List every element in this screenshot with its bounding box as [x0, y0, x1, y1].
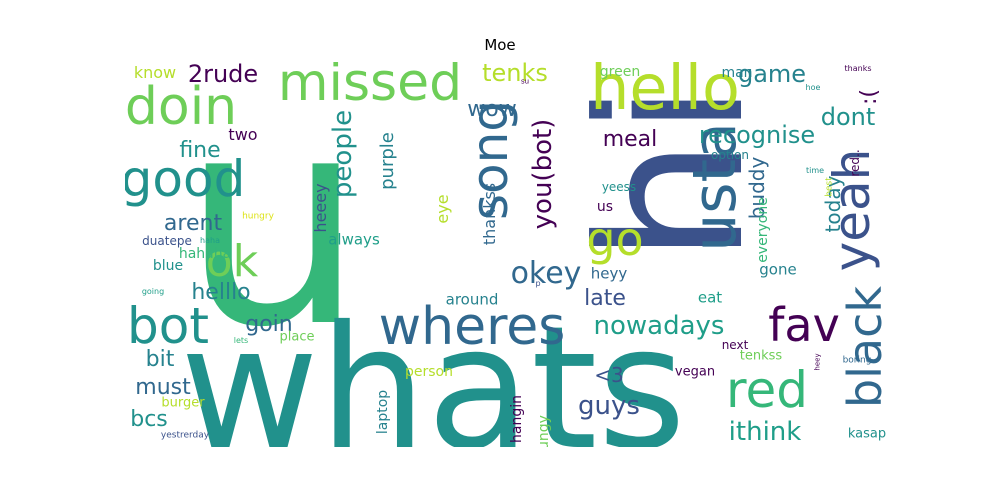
cloud-word-haha-82: haha — [200, 236, 220, 245]
cloud-word-hungry-81: hungry — [242, 211, 274, 222]
cloud-word-heyy-48: heyy — [590, 264, 628, 283]
cloud-word-place-62: place — [279, 329, 315, 345]
cloud-word-whats-2: whats — [179, 290, 687, 447]
cloud-word-goin-37: goin — [245, 312, 293, 337]
cloud-word-around-47: around — [445, 290, 499, 309]
cloud-word-ok-12: ok — [205, 236, 259, 287]
cloud-word-know-54: know — [133, 63, 177, 82]
cloud-word-yeess-58: yeess — [601, 180, 637, 194]
cloud-word-time-75: time — [805, 166, 825, 175]
cloud-word-burger-67: burger — [161, 395, 205, 411]
cloud-word-wow-27: wow — [467, 97, 517, 122]
cloud-word-nowadays-20: nowadays — [593, 311, 725, 341]
word-cloud: u hi whats hello missed doin good song usta yeah w… — [125, 62, 895, 447]
cloud-word-everyone-50: everyone — [755, 197, 771, 263]
cloud-word-lets-84: lets — [233, 336, 249, 345]
cloud-word-fav-14: fav — [768, 298, 840, 352]
cloud-word-option-57: option — [711, 148, 749, 162]
cloud-word-missed-4: missed — [277, 62, 463, 113]
cloud-word-hungy-66: hungy — [536, 415, 552, 447]
cloud-word-good-6: good — [125, 150, 246, 208]
cloud-word-next-70: next — [721, 338, 749, 352]
cloud-word-wheres-10: wheres — [378, 297, 566, 357]
cloud-word-tenkss-69: tenkss — [739, 348, 783, 364]
cloud-word-laptop-64: laptop — [375, 389, 391, 435]
cloud-word-bcs-36: bcs — [130, 407, 168, 432]
cloud-word-okey-17: okey — [510, 256, 582, 291]
cloud-word-man-56: man — [721, 65, 753, 81]
cloud-word-doin-5: doin — [125, 77, 238, 137]
cloud-word-helllo-33: helllo — [191, 280, 251, 305]
cloud-word-red-73: red.. — [848, 149, 862, 177]
cloud-word-fine-31: fine — [179, 138, 221, 163]
cloud-word-su-79: su — [520, 77, 530, 86]
cloud-word-you-bot-18: you(bot) — [528, 118, 558, 230]
cloud-word-two-52: two — [228, 125, 258, 144]
cloud-word-ithink-40: ithink — [728, 417, 802, 447]
cloud-word-blue-60: blue — [152, 258, 184, 274]
cloud-word-purple-41: purple — [377, 132, 398, 190]
cloud-word-eye-44: eye — [433, 194, 452, 224]
cloud-word-3-42: <3 — [594, 363, 624, 387]
cloud-word-symbol-24: :( — [857, 89, 882, 105]
cloud-word-thankss-43: thankss — [480, 182, 499, 246]
cloud-word-heey-78: heey — [813, 353, 822, 371]
cloud-word-thanks-76: thanks — [844, 64, 872, 73]
cloud-word-green-55: green — [599, 64, 641, 80]
cloud-word-black-16: black — [838, 285, 892, 409]
cloud-word-dont-23: dont — [820, 103, 876, 131]
cloud-word-p-80: p — [535, 279, 541, 288]
cloud-word-meal-28: meal — [602, 127, 658, 152]
cloud-word-game-22: game — [737, 62, 807, 88]
cloud-word-red-15: red — [726, 361, 808, 419]
cloud-word-hoe-77: hoe — [805, 83, 821, 92]
cloud-word-recognise-21: recognise — [698, 121, 816, 149]
cloud-word-guys-39: guys — [578, 391, 640, 421]
cloud-word-duatepe-61: duatepe — [142, 234, 192, 248]
cloud-word-2rude-26: 2rude — [187, 62, 259, 88]
cloud-word-kasap-71: kasap — [847, 426, 887, 442]
cloud-word-going-83: going — [141, 287, 165, 296]
cloud-word-bit-34: bit — [145, 347, 175, 372]
cloud-word-vegan-68: vegan — [674, 364, 716, 380]
cloud-word-yestrerday-85: yestrerday — [160, 430, 210, 441]
cloud-word-hahaha-53: hahaha — [178, 246, 232, 262]
cloud-word-boring-72: boring — [842, 355, 872, 366]
cloud-word-best-74: best — [824, 177, 835, 197]
cloud-word-people-19: people — [328, 109, 358, 199]
cloud-word-us-59: us — [596, 199, 614, 215]
cloud-word-must-35: must — [135, 375, 191, 400]
cloud-word-u-0: u — [181, 62, 365, 391]
cloud-word-person-63: person — [405, 364, 453, 380]
cloud-word-late-38: late — [584, 286, 626, 311]
cloud-word-always-46: always — [328, 230, 380, 249]
cloud-word-arent-32: arent — [163, 211, 223, 236]
cloud-word-hello-3: hello — [590, 62, 740, 124]
cloud-word-hangin-65: hangin — [509, 395, 525, 443]
cloud-word-heeey-45: heeey — [311, 183, 330, 233]
figure-title: Moe — [484, 36, 516, 54]
cloud-word-go-13: go — [586, 212, 644, 266]
cloud-word-eat-51: eat — [697, 288, 723, 307]
cloud-word-gone-49: gone — [759, 260, 797, 279]
cloud-word-tenks-25: tenks — [482, 62, 548, 87]
cloud-word-bot-11: bot — [127, 297, 209, 355]
